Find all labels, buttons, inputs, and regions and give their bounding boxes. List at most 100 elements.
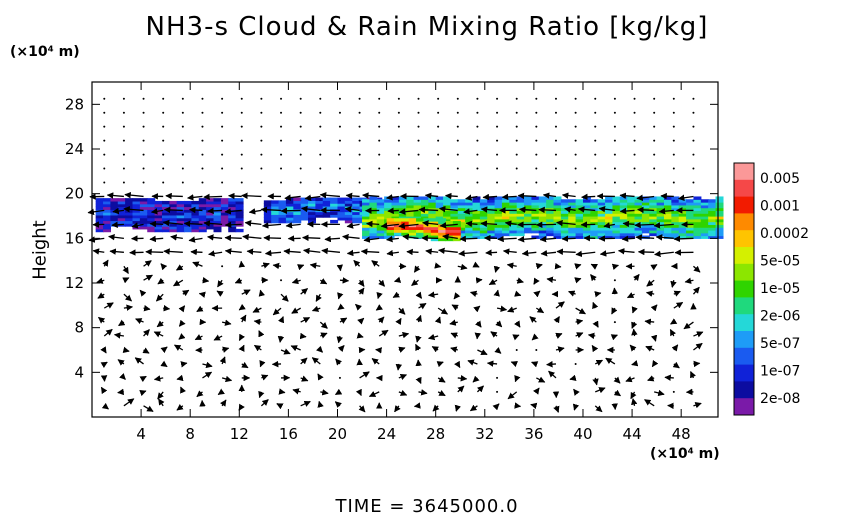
cloud-cell	[686, 199, 695, 203]
cloud-cell	[413, 196, 422, 200]
cloud-cell	[560, 213, 569, 217]
cloud-cell	[524, 210, 533, 214]
wind-vector	[514, 290, 522, 297]
cloud-cell	[656, 227, 665, 231]
cloud-cell	[213, 217, 222, 222]
wind-vector	[611, 263, 620, 270]
wind-dot	[496, 390, 499, 393]
cloud-cell	[553, 229, 562, 234]
wind-vector	[377, 316, 385, 324]
wind-vector	[342, 233, 360, 241]
wind-vector	[548, 370, 557, 379]
x-tick-label: 40	[573, 425, 592, 443]
cloud-cell	[457, 207, 466, 212]
wind-dot	[672, 167, 675, 170]
wind-dot	[162, 125, 165, 128]
wind-vector	[163, 304, 171, 312]
cloud-cell	[337, 217, 346, 221]
cloud-cell	[516, 229, 525, 234]
wind-dot	[692, 125, 695, 128]
wind-vector	[669, 329, 677, 337]
wind-vector	[575, 332, 584, 339]
wind-vector	[632, 273, 640, 282]
cloud-cell	[416, 234, 425, 239]
wind-vector	[124, 191, 144, 199]
cloud-cell	[322, 200, 331, 204]
cloud-cell	[117, 198, 126, 202]
wind-vector	[475, 320, 482, 328]
cloud-cell	[531, 221, 540, 225]
cloud-cell	[450, 202, 459, 206]
cloud-cell	[352, 217, 361, 221]
cloud-cell	[103, 220, 112, 224]
wind-dot	[221, 111, 224, 114]
cloud-cell	[686, 207, 695, 212]
cloud-cell	[553, 210, 562, 214]
wind-dot	[260, 125, 263, 128]
cloud-cell	[560, 199, 569, 203]
cloud-cell	[568, 210, 577, 214]
wind-vector	[454, 360, 461, 369]
wind-vector	[143, 305, 151, 312]
wind-dot	[319, 125, 322, 128]
wind-dot	[456, 125, 459, 128]
cloud-cell	[330, 211, 339, 215]
wind-vector	[592, 377, 599, 386]
cloud-cell	[501, 210, 510, 214]
wind-vector	[336, 335, 343, 344]
wind-vector	[149, 220, 164, 228]
colorbar-swatch	[734, 179, 754, 198]
wind-vector	[465, 220, 478, 228]
cloud-cell	[708, 213, 717, 217]
cloud-cell	[117, 203, 126, 208]
cloud-cell	[560, 202, 569, 206]
wind-vector	[280, 207, 301, 215]
wind-vector	[160, 346, 168, 354]
wind-vector	[194, 334, 203, 341]
cloud-cell	[438, 234, 447, 239]
cloud-cell	[147, 203, 156, 208]
cloud-cell	[161, 203, 170, 208]
cloud-cell	[362, 221, 371, 225]
wind-vector	[438, 205, 458, 213]
wind-dot	[496, 139, 499, 142]
cloud-cell	[582, 229, 591, 234]
cloud-cell	[344, 217, 353, 221]
wind-vector	[176, 374, 184, 382]
cloud-cell	[391, 216, 400, 220]
wind-vector	[644, 318, 655, 325]
cloud-cell	[656, 216, 665, 220]
wind-vector	[575, 307, 586, 315]
cloud-cell	[330, 205, 339, 210]
cloud-cell	[472, 232, 481, 237]
cloud-cell	[686, 221, 695, 225]
wind-dot	[162, 181, 165, 184]
wind-dot	[515, 349, 518, 351]
wind-dot	[260, 181, 263, 184]
colorbar-swatch	[734, 280, 754, 298]
wind-dot	[456, 139, 459, 142]
wind-vector	[311, 305, 321, 312]
cloud-cell	[139, 198, 148, 202]
wind-dot	[496, 153, 499, 156]
cloud-cell	[125, 203, 134, 208]
cloud-cell	[472, 213, 481, 217]
cloud-cell	[452, 237, 461, 242]
wind-vector	[402, 233, 419, 241]
cloud-cell	[413, 207, 422, 212]
wind-vector	[684, 277, 694, 284]
cloud-cell	[509, 224, 518, 228]
wind-vector	[395, 363, 403, 371]
wind-vector	[650, 334, 658, 342]
cloud-cell	[450, 213, 459, 217]
wind-dot	[672, 97, 675, 100]
cloud-cell	[509, 216, 518, 220]
cloud-cell	[235, 203, 244, 208]
cloud-cell	[184, 209, 193, 213]
colorbar-swatch	[734, 381, 754, 399]
cloud-cell	[700, 232, 709, 237]
wind-vector	[493, 265, 501, 273]
wind-vector	[224, 248, 242, 255]
cloud-cell	[293, 197, 302, 201]
wind-vector	[217, 388, 225, 396]
